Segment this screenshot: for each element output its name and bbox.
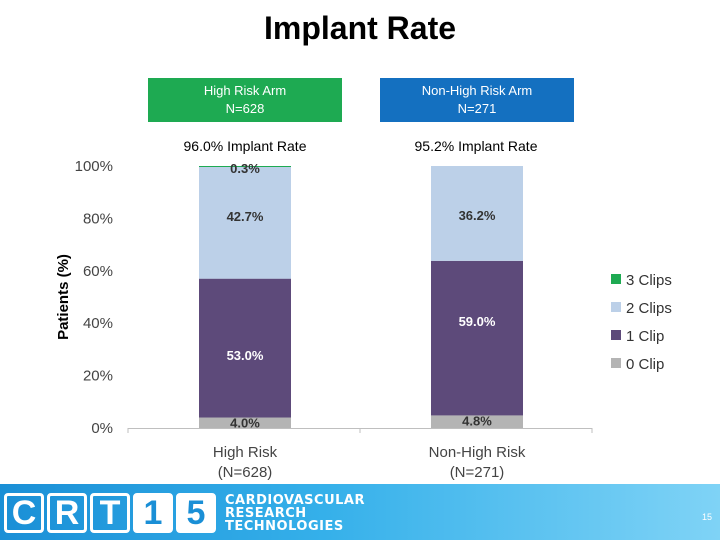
bar-segment-0-clip [199, 417, 291, 428]
data-label: 53.0% [227, 348, 264, 363]
high-risk-arm-name: High Risk Arm [203, 83, 287, 98]
data-label: 42.7% [227, 209, 264, 224]
y-tick-label: 20% [83, 368, 113, 385]
page-number: 15 [701, 512, 712, 522]
bar-segment-1-clip [431, 260, 523, 416]
logo-text: CARDIOVASCULAR RESEARCH TECHNOLOGIES [225, 494, 365, 533]
legend-swatch [611, 274, 621, 284]
bar-segment-2-clips [199, 166, 291, 279]
y-tick-label: 0% [91, 420, 113, 437]
legend-label: 1 Clip [626, 328, 664, 345]
high-risk-arm-box: High Risk Arm N=628 [148, 78, 342, 122]
bar-segment-0-clip [431, 415, 523, 428]
y-tick-label: 100% [75, 158, 113, 175]
legend-swatch [611, 330, 621, 340]
y-tick-label: 40% [83, 315, 113, 332]
non-high-risk-implant-rate: 95.2% Implant Rate [414, 138, 538, 154]
non-high-risk-arm-n: N=271 [457, 101, 497, 116]
legend-label: 0 Clip [626, 356, 664, 373]
data-label: 59.0% [459, 314, 496, 329]
x-category-sublabel: (N=628) [218, 464, 273, 481]
logo-text-line-1: CARDIOVASCULAR [225, 492, 365, 508]
data-label: 4.0% [230, 416, 260, 431]
logo-text-line-3: TECHNOLOGIES [225, 518, 344, 534]
data-label: 36.2% [459, 208, 496, 223]
y-tick-label: 60% [83, 263, 113, 280]
high-risk-arm-n: N=628 [225, 101, 265, 116]
bar-segment-1-clip [199, 278, 291, 418]
y-axis-label: Patients (%) [55, 254, 72, 340]
legend-swatch [611, 358, 621, 368]
crt-logo: C R T 1 5 CARDIOVASCULAR RESEARCH TECHNO… [4, 490, 365, 536]
page-title: Implant Rate [263, 10, 457, 46]
x-category-label: High Risk [213, 444, 278, 461]
non-high-risk-arm-name: Non-High Risk Arm [421, 83, 533, 98]
logo-letter-c: C [4, 493, 44, 533]
bar-segment-2-clips [431, 166, 523, 261]
logo-text-line-2: RESEARCH [225, 505, 307, 521]
data-label: 0.3% [230, 161, 260, 176]
legend-label: 2 Clips [626, 300, 672, 317]
y-tick-label: 80% [83, 210, 113, 227]
data-label: 4.8% [462, 413, 492, 428]
logo-digit-5: 5 [176, 493, 216, 533]
footer-banner: C R T 1 5 CARDIOVASCULAR RESEARCH TECHNO… [0, 484, 720, 540]
logo-digit-1: 1 [133, 493, 173, 533]
bar-segment-3-clips [199, 166, 291, 167]
logo-letter-t: T [90, 493, 130, 533]
stacked-bar-chart: 0% 20% 40% 60% 80% 100% Patients (%) 4.0% 53.0% 4… [55, 158, 672, 481]
high-risk-implant-rate: 96.0% Implant Rate [183, 138, 307, 154]
legend-swatch [611, 302, 621, 312]
x-category-sublabel: (N=271) [450, 464, 505, 481]
non-high-risk-arm-box: Non-High Risk Arm N=271 [380, 78, 574, 122]
logo-letter-r: R [47, 493, 87, 533]
legend-label: 3 Clips [626, 272, 672, 289]
x-category-label: Non-High Risk [429, 444, 526, 461]
